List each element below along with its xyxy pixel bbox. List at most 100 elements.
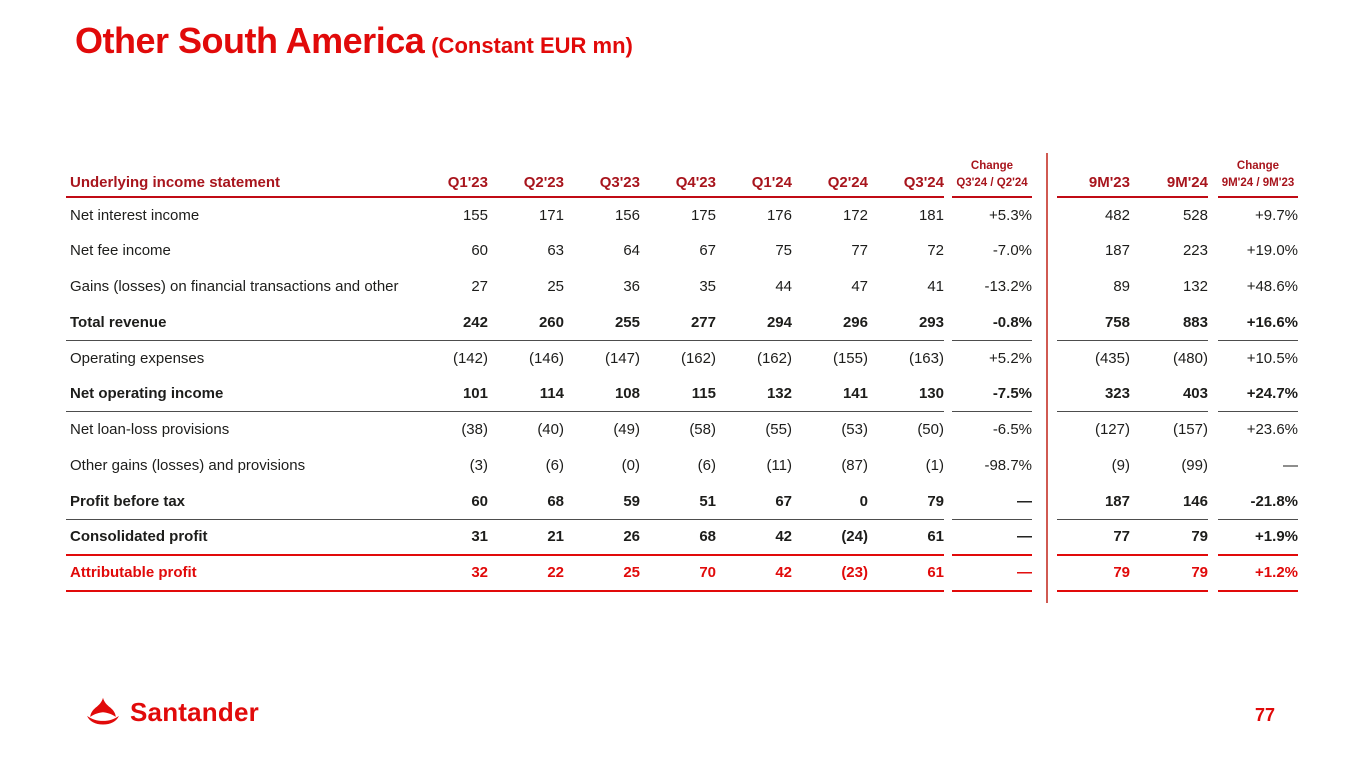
row-label: Other gains (losses) and provisions — [70, 456, 306, 474]
change-sublabel: Q3'24 / Q2'24 — [956, 177, 1028, 190]
cell-quarter-value: 32 — [412, 554, 488, 592]
table-row: Profit before tax 60 68 59 51 67 0 79— 187 146 -21… — [66, 483, 1298, 520]
cell-change-9m: +1.9% — [1218, 519, 1298, 556]
cell-9m23-value: 187 — [1057, 483, 1130, 520]
cell-quarter-value: 155 — [462, 206, 488, 224]
cell-quarter-value: 255 — [564, 304, 640, 341]
cell-gap-divider — [1032, 197, 1057, 233]
cell-quarter-value: 181 — [918, 206, 944, 224]
cell-quarter-value: 77 — [851, 242, 868, 260]
cell-change-9m: -21.8% — [1218, 483, 1298, 520]
flame-icon — [84, 697, 122, 726]
cell-gap — [944, 412, 952, 448]
table-header-row: Underlying income statement Q1'23 Q2'23 … — [66, 155, 1298, 198]
cell-quarter-value: 61 — [868, 554, 944, 592]
row-label: Net loan-loss provisions — [70, 421, 230, 439]
header-gap — [944, 155, 952, 197]
cell-quarter-value: 132 — [716, 375, 792, 413]
row-label: Gains (losses) on financial transactions… — [70, 277, 399, 295]
cell-change-quarter: -13.2% — [984, 277, 1032, 295]
cell-quarter-value: 64 — [623, 242, 640, 260]
row-label: Consolidated profit — [66, 519, 412, 556]
cell-9m23-value: 758 — [1057, 304, 1130, 341]
cell-gap — [944, 197, 952, 233]
cell-quarter-value: 101 — [412, 375, 488, 413]
cell-quarter-value: 22 — [488, 554, 564, 592]
cell-quarter-value: 114 — [488, 375, 564, 413]
col-header-statement: Underlying income statement — [66, 155, 412, 198]
cell-quarter-value: 31 — [412, 519, 488, 556]
table-row: Net operating income 101 114 108 115 132 141 13… — [66, 375, 1298, 413]
table-row: Net fee income 60 63 64 67 75 77 72 -7.0% 187 223 +… — [66, 233, 1298, 269]
cell-quarter-value: (142) — [452, 349, 488, 367]
cell-quarter-value: 59 — [564, 483, 640, 520]
cell-9m24-value: (480) — [1172, 349, 1208, 367]
cell-quarter-value: 115 — [640, 375, 716, 413]
cell-quarter-value: (38) — [461, 421, 488, 439]
cell-change-9m: +10.5% — [1246, 349, 1298, 367]
cell-quarter-value: (50) — [917, 421, 944, 439]
underlying-income-statement: Underlying income statement Q1'23 Q2'23 … — [66, 155, 1298, 592]
cell-gap — [1208, 412, 1218, 448]
cell-quarter-value: 42 — [716, 554, 792, 592]
cell-9m24-value: 79 — [1130, 519, 1208, 556]
cell-quarter-value: 293 — [868, 304, 944, 341]
cell-change-quarter: -98.7% — [984, 456, 1032, 474]
cell-quarter-value: (155) — [832, 349, 868, 367]
table-row: Net interest income 155 171 156 175 176 172 181… — [66, 197, 1298, 233]
cell-9m23-value: 323 — [1057, 375, 1130, 413]
cell-9m24-value: 79 — [1130, 554, 1208, 592]
cell-quarter-value: (55) — [765, 421, 792, 439]
cell-quarter-value: 63 — [547, 242, 564, 260]
row-label: Operating expenses — [70, 349, 205, 367]
col-header-change-9m: Change 9M'24 / 9M'23 — [1218, 155, 1298, 198]
cell-quarter-value: 26 — [564, 519, 640, 556]
table-row: Total revenue 242 260 255 277 294 296 293 -0.8% 7… — [66, 304, 1298, 341]
cell-quarter-value: (23) — [792, 554, 868, 592]
cell-quarter-value: 44 — [775, 277, 792, 295]
cell-gap — [944, 555, 952, 591]
cell-change-quarter: -0.8% — [952, 304, 1032, 341]
cell-quarter-value: 60 — [412, 483, 488, 520]
cell-9m24-value: 146 — [1130, 483, 1208, 520]
cell-9m24-value: 883 — [1130, 304, 1208, 341]
cell-gap — [1208, 197, 1218, 233]
col-header-q3-23: Q3'23 — [564, 155, 640, 198]
cell-gap-divider — [1032, 304, 1057, 340]
cell-quarter-value: 41 — [927, 277, 944, 295]
cell-quarter-value: 130 — [868, 375, 944, 413]
santander-logo: Santander — [84, 697, 259, 726]
cell-change-9m: — — [1283, 456, 1298, 474]
table-row: Attributable profit 32 22 25 70 42 (23) 61— 79 79… — [66, 554, 1298, 592]
cell-quarter-value: 25 — [547, 277, 564, 295]
cell-quarter-value: (53) — [841, 421, 868, 439]
cell-quarter-value: 70 — [640, 554, 716, 592]
page-number: 77 — [1254, 705, 1275, 725]
cell-gap — [1208, 269, 1218, 305]
header-gap — [1208, 155, 1218, 197]
cell-change-9m: +16.6% — [1218, 304, 1298, 341]
cell-quarter-value: 51 — [640, 483, 716, 520]
cell-quarter-value: (49) — [613, 421, 640, 439]
cell-change-9m: +9.7% — [1255, 206, 1298, 224]
row-label: Profit before tax — [66, 483, 412, 520]
row-label: Net operating income — [66, 375, 412, 413]
cell-quarter-value: 67 — [699, 242, 716, 260]
cell-quarter-value: (6) — [697, 456, 716, 474]
change-label: Change — [1236, 160, 1280, 173]
cell-quarter-value: 68 — [640, 519, 716, 556]
cell-quarter-value: 156 — [614, 206, 640, 224]
table-row: Other gains (losses) and provisions (3) (6… — [66, 448, 1298, 484]
cell-9m23-value: 482 — [1104, 206, 1130, 224]
page-title: Other South America (Constant EUR mn) — [75, 20, 633, 62]
cell-quarter-value: 176 — [766, 206, 792, 224]
cell-quarter-value: 35 — [699, 277, 716, 295]
col-header-q2-24: Q2'24 — [792, 155, 868, 198]
cell-quarter-value: 175 — [690, 206, 716, 224]
cell-9m23-value: 187 — [1104, 242, 1130, 260]
table-row: Consolidated profit 31 21 26 68 42 (24) 61— 77 79… — [66, 519, 1298, 556]
cell-quarter-value: 72 — [927, 242, 944, 260]
cell-quarter-value: 294 — [716, 304, 792, 341]
row-label: Net fee income — [70, 242, 171, 260]
